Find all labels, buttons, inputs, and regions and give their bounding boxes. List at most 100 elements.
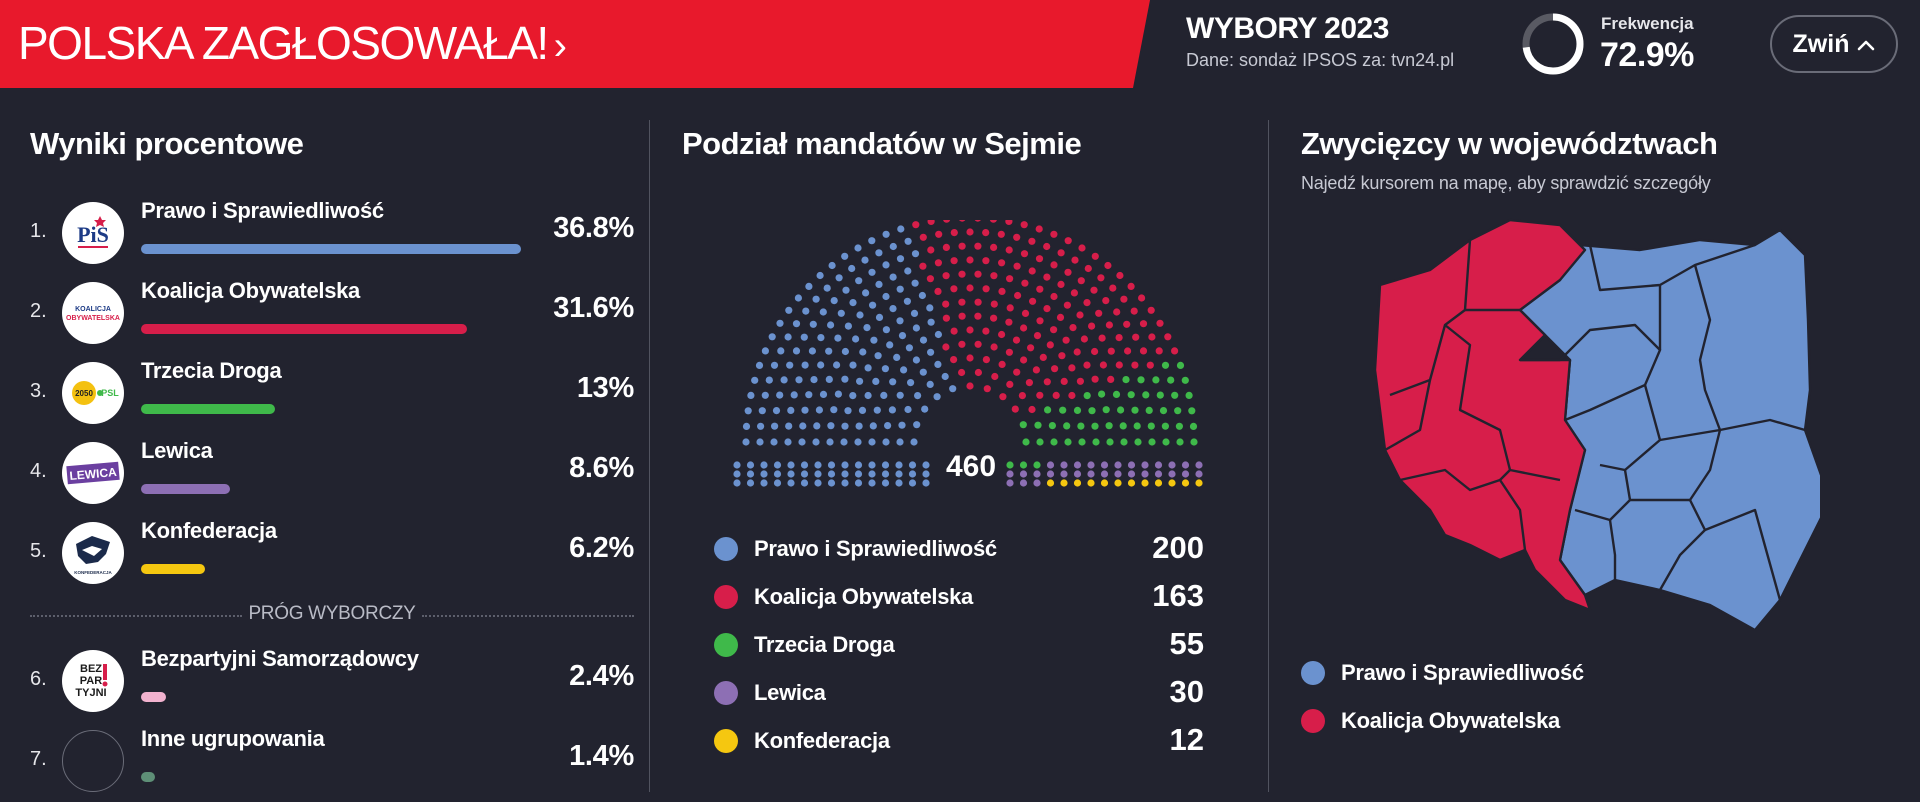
- seat-dot: [990, 243, 998, 251]
- result-row-td[interactable]: 3. 2050 PSL Trzecia Droga 13%: [0, 356, 640, 430]
- pis-logo-text: PiS: [77, 222, 109, 247]
- seat-dot: [852, 335, 860, 343]
- seat-dot: [1032, 366, 1040, 374]
- seat-dot: [1073, 479, 1082, 487]
- region-west[interactable]: [1373, 218, 1592, 612]
- result-bar: [141, 324, 468, 334]
- seat-dot: [746, 479, 755, 487]
- seat-legend-row-lewica[interactable]: Lewica 30: [714, 672, 1204, 712]
- seat-dot: [886, 341, 894, 349]
- seat-dot: [794, 294, 802, 302]
- seat-legend-row-ko[interactable]: Koalicja Obywatelska 163: [714, 576, 1204, 616]
- seat-dot: [1181, 376, 1189, 384]
- seat-dot: [1147, 422, 1155, 430]
- seat-dot: [787, 479, 795, 487]
- legend-dot: [1301, 661, 1325, 685]
- seat-dot: [810, 376, 818, 384]
- seat-dot: [1114, 479, 1122, 487]
- legend-dot: [1301, 709, 1325, 733]
- seat-dot: [991, 372, 999, 381]
- seat-dot: [982, 285, 990, 293]
- seat-dot: [882, 292, 890, 301]
- turnout-value: 72.9%: [1600, 36, 1694, 74]
- result-row-lewica[interactable]: 4. LEWICA Lewica 8.6%: [0, 436, 640, 510]
- seat-dot: [998, 259, 1006, 267]
- collapse-button[interactable]: Zwiń: [1770, 15, 1898, 73]
- seat-dot: [882, 261, 890, 269]
- seat-dot: [1062, 336, 1070, 344]
- seat-dot: [1102, 297, 1110, 305]
- seat-dot: [959, 220, 966, 222]
- seat-dot: [827, 461, 836, 469]
- seat-legend-row-td[interactable]: Trzecia Droga 55: [714, 624, 1204, 664]
- seat-dot: [1155, 347, 1163, 355]
- poland-map[interactable]: [1360, 210, 1820, 630]
- seat-dot: [1069, 324, 1077, 332]
- seat-dot: [922, 461, 930, 469]
- result-row-pis[interactable]: 1. PiS Prawo i Sprawiedliwość 36.8%: [0, 196, 640, 270]
- party-percent: 6.2%: [569, 532, 634, 564]
- seat-dot: [974, 298, 982, 306]
- seat-dot: [966, 284, 974, 292]
- seat-dot: [1091, 347, 1099, 356]
- seat-dot: [880, 391, 888, 399]
- seat-dot: [908, 479, 917, 487]
- seat-dot: [825, 347, 833, 355]
- seat-dot: [895, 479, 903, 487]
- seat-dot: [1195, 461, 1203, 469]
- seat-dot: [733, 479, 741, 487]
- seat-dot: [849, 392, 857, 400]
- seat-dot: [1060, 470, 1068, 478]
- seat-dot: [1043, 273, 1051, 281]
- seat-dot: [966, 256, 974, 264]
- banner-title: POLSKA ZAGŁOSOWAŁA!: [18, 17, 549, 69]
- rank: 6.: [30, 668, 47, 690]
- seat-dot: [1036, 438, 1044, 446]
- seat-dot: [801, 361, 809, 369]
- seat-dot: [875, 280, 883, 288]
- seat-dot: [1124, 347, 1132, 355]
- seat-dot: [1025, 379, 1033, 387]
- result-row-inne[interactable]: 7. Inne ugrupowania 1.4%: [0, 724, 640, 798]
- seat-dot: [1164, 333, 1172, 341]
- seat-dot: [1092, 438, 1100, 446]
- seat-dot: [1050, 326, 1058, 334]
- seat-dot: [982, 356, 990, 364]
- konfederacja-logo: KONFEDERACJA: [62, 522, 124, 584]
- seat-dot: [934, 360, 942, 368]
- result-row-bezpartyjni[interactable]: 6. BEZ PAR TYJNI Bezpartyjni Samorządowc…: [0, 644, 640, 718]
- result-row-ko[interactable]: 2. KOALICJA OBYWATELSKA Koalicja Obywate…: [0, 276, 640, 350]
- seat-dot: [1100, 479, 1109, 487]
- seat-dot: [990, 314, 998, 322]
- seat-dot: [873, 406, 881, 414]
- seat-dot: [1091, 375, 1099, 383]
- seat-dot: [1095, 309, 1103, 317]
- seat-legend-row-konfederacja[interactable]: Konfederacja 12: [714, 720, 1204, 760]
- seat-dot: [1029, 297, 1037, 305]
- seat-dot: [910, 438, 918, 446]
- seat-dot: [1097, 274, 1105, 282]
- seat-dot: [864, 364, 872, 372]
- seat-dot: [1154, 470, 1163, 478]
- seat-legend-row-pis[interactable]: Prawo i Sprawiedliwość 200: [714, 528, 1204, 568]
- seat-dot: [814, 470, 822, 478]
- seat-dot: [896, 391, 904, 399]
- party-percent: 2.4%: [569, 660, 634, 692]
- seat-dot: [1073, 470, 1082, 478]
- seat-dot: [827, 479, 836, 487]
- seat-dot: [814, 461, 822, 469]
- banner-title-link[interactable]: POLSKA ZAGŁOSOWAŁA! ›: [18, 16, 567, 70]
- result-row-konfederacja[interactable]: 5. KONFEDERACJA Konfederacja 6.2%: [0, 516, 640, 590]
- seat-dot: [742, 422, 751, 430]
- legend-seat-count: 12: [1169, 722, 1204, 757]
- td-logo: 2050 PSL: [62, 362, 124, 424]
- seat-dot: [841, 479, 849, 487]
- seat-dot: [1078, 438, 1086, 446]
- seat-dot: [989, 220, 997, 223]
- td-logo-psl: PSL: [101, 388, 119, 398]
- party-name: Bezpartyjni Samorządowcy: [141, 646, 419, 671]
- seat-dot: [1046, 479, 1055, 487]
- seat-dot: [1141, 470, 1149, 478]
- seat-dot: [874, 352, 882, 360]
- seat-dot: [1005, 348, 1013, 356]
